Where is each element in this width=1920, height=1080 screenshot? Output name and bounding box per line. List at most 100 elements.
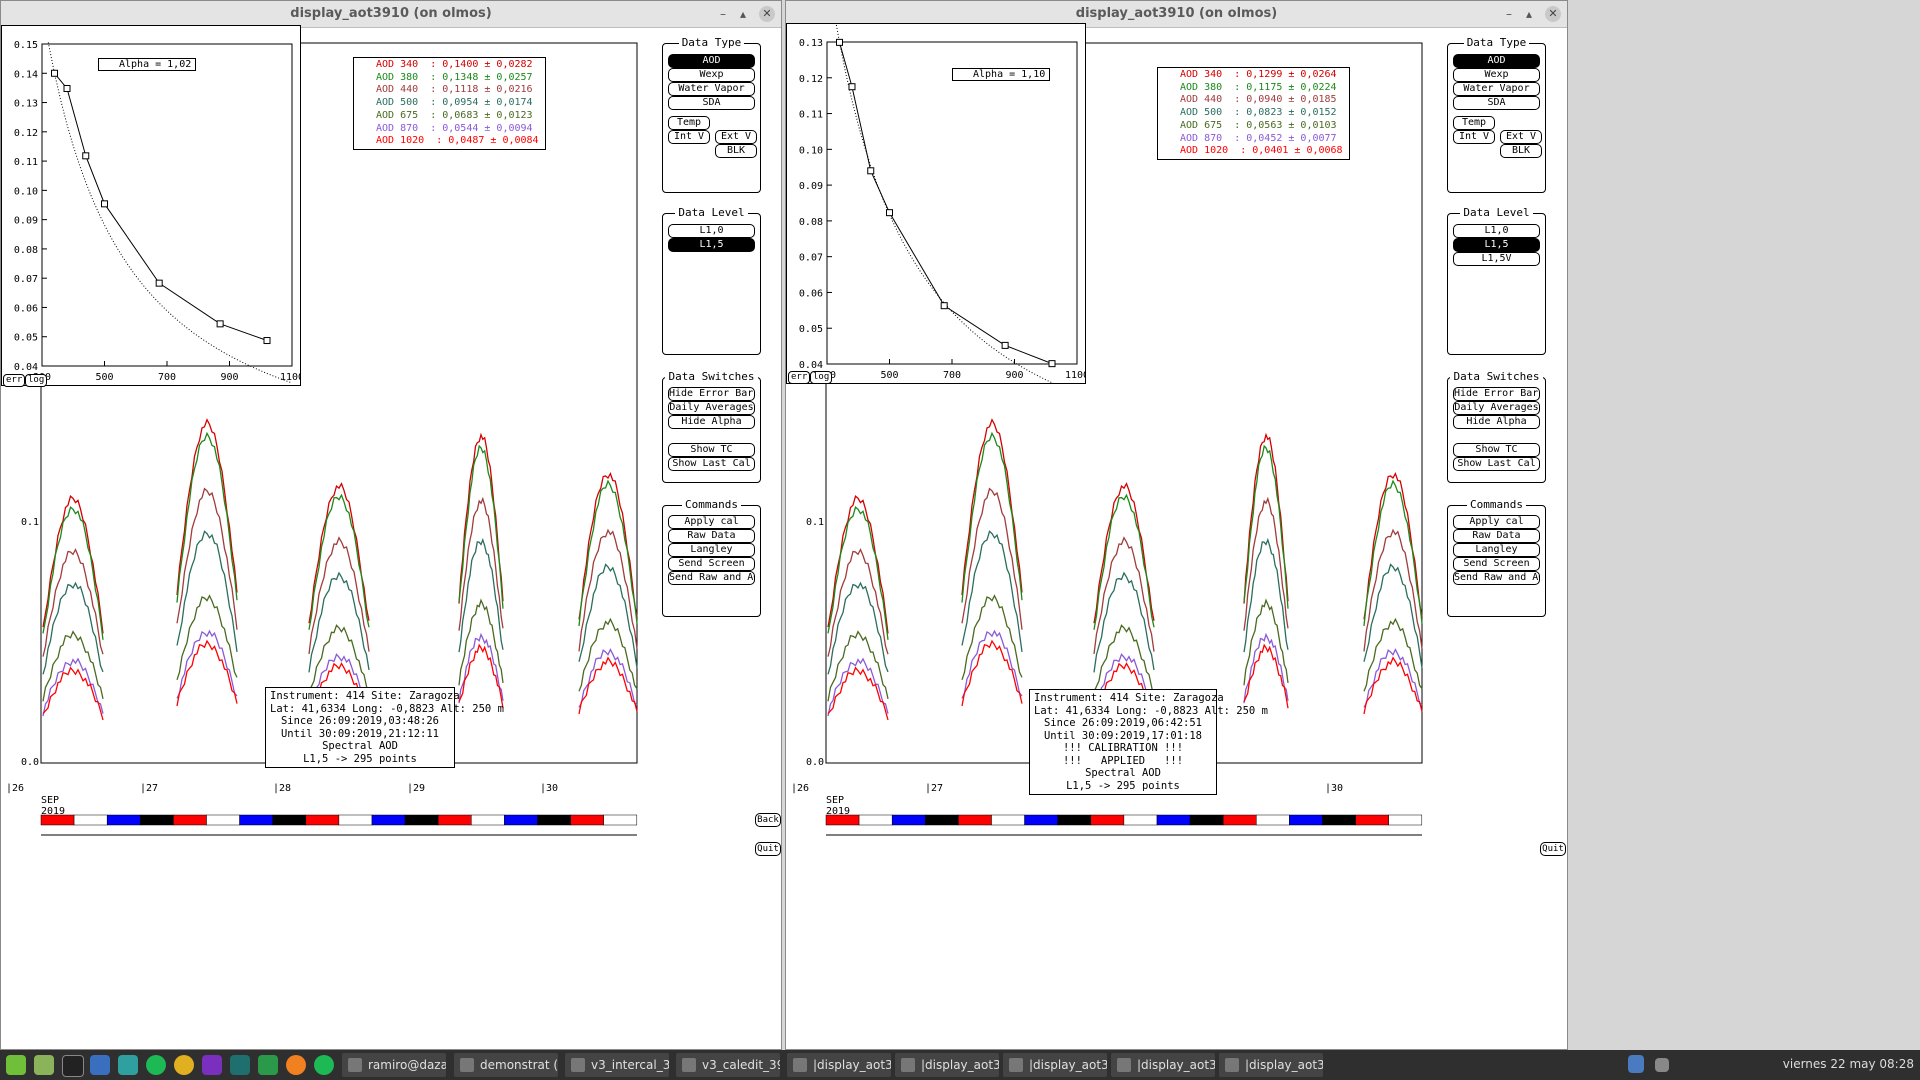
temp-button[interactable]: Temp (1453, 116, 1495, 130)
legend-value: : 0,0954 ± 0,0174 (418, 97, 533, 109)
tray-icon[interactable] (1655, 1058, 1669, 1072)
spotify-icon[interactable] (146, 1055, 166, 1075)
wexp-button[interactable]: Wexp (668, 68, 755, 82)
langley-button[interactable]: Langley (1453, 543, 1540, 557)
shield-icon[interactable] (1628, 1055, 1644, 1073)
taskbar-task[interactable]: |display_aot3... (895, 1053, 999, 1077)
show-tc-button[interactable]: Show TC (1453, 443, 1540, 457)
y-label-0.1: 0.1 (21, 517, 40, 528)
back-button[interactable]: Back (755, 813, 781, 827)
level-l15-button[interactable]: L1,5 (668, 238, 755, 252)
day-segment (858, 814, 893, 826)
water-vapor-button[interactable]: Water Vapor (668, 82, 755, 96)
err-toggle[interactable]: err (788, 371, 811, 384)
inset-ytick: 0.06 (14, 303, 38, 314)
close-icon[interactable]: ✕ (1545, 6, 1561, 22)
level-l10-button[interactable]: L1,0 (668, 224, 755, 238)
files-icon[interactable] (34, 1055, 54, 1075)
log-toggle[interactable]: log (810, 371, 833, 384)
level-l10-button[interactable]: L1,0 (1453, 224, 1540, 238)
day-label-27: |27 (925, 783, 944, 794)
send-raw-and-aod-button[interactable]: Send Raw and AOD (668, 571, 755, 585)
aod-trace (578, 617, 638, 692)
day-segment (106, 814, 141, 826)
aod-trace (1093, 624, 1155, 699)
inset-point (886, 209, 893, 217)
water-vapor-button[interactable]: Water Vapor (1453, 82, 1540, 96)
wexp-button[interactable]: Wexp (1453, 68, 1540, 82)
terminal-icon[interactable] (62, 1055, 84, 1077)
log-toggle[interactable]: log (25, 374, 48, 387)
chrome-icon[interactable] (174, 1055, 194, 1075)
spotify2-icon[interactable] (314, 1055, 334, 1075)
close-icon[interactable]: ✕ (759, 6, 775, 22)
apply-cal-button[interactable]: Apply cal (1453, 515, 1540, 529)
day-segment (1355, 814, 1389, 826)
maximize-icon[interactable]: ▴ (739, 7, 747, 21)
aod-trace (458, 632, 504, 704)
quit-button[interactable]: Quit (755, 842, 781, 856)
hide-error-bars-button[interactable]: Hide Error Bars (1453, 387, 1540, 401)
show-tc-button[interactable]: Show TC (668, 443, 755, 457)
legend-value: : 0,1299 ± 0,0264 (1222, 69, 1337, 80)
minimize-icon[interactable]: – (1506, 7, 1512, 21)
pycharm-icon[interactable] (258, 1055, 278, 1075)
day-segment (437, 814, 472, 826)
minimize-icon[interactable]: – (720, 7, 726, 21)
app-icon[interactable] (118, 1055, 138, 1075)
langley-button[interactable]: Langley (668, 543, 755, 557)
show-last-cal-button[interactable]: Show Last Cal (668, 457, 755, 471)
temp-button[interactable]: Temp (668, 116, 710, 130)
int-v-button[interactable]: Int V (1453, 130, 1495, 144)
sda-button[interactable]: SDA (1453, 96, 1540, 110)
taskbar-task[interactable]: |display_aot3... (1003, 1053, 1107, 1077)
editor-icon[interactable] (90, 1055, 110, 1075)
taskbar-task[interactable]: ramiro@daza:... (342, 1053, 446, 1077)
show-last-cal-button[interactable]: Show Last Cal (1453, 457, 1540, 471)
ide2-icon[interactable] (230, 1055, 250, 1075)
level-l15v-button[interactable]: L1,5V (1453, 252, 1540, 266)
ext-v-button[interactable]: Ext V (1500, 130, 1542, 144)
taskbar-task[interactable]: |display_aot3... (787, 1053, 891, 1077)
raw-data-button[interactable]: Raw Data (1453, 529, 1540, 543)
inset-ytick: 0.05 (799, 324, 823, 335)
info-line: Instrument: 414 Site: Zaragoza (270, 690, 460, 702)
vlc-icon[interactable] (286, 1055, 306, 1075)
apply-cal-button[interactable]: Apply cal (668, 515, 755, 529)
taskbar-task[interactable]: |display_aot3... (1219, 1053, 1323, 1077)
blk-button[interactable]: BLK (1500, 144, 1542, 158)
inset-ytick: 0.13 (14, 99, 38, 110)
info-line: !!! APPLIED !!! (1062, 754, 1184, 767)
aod-button[interactable]: AOD (668, 54, 755, 68)
ext-v-button[interactable]: Ext V (715, 130, 757, 144)
hide-error-bars-button[interactable]: Hide Error Bars (668, 387, 755, 401)
taskbar-task[interactable]: v3_caledit_39... (676, 1053, 780, 1077)
blk-button[interactable]: BLK (715, 144, 757, 158)
info-line: Instrument: 414 Site: Zaragoza (1034, 692, 1224, 704)
daily-averages-button[interactable]: Daily Averages (668, 401, 755, 415)
send-raw-and-aod-button[interactable]: Send Raw and AOD (1453, 571, 1540, 585)
hide-alpha-button[interactable]: Hide Alpha (1453, 415, 1540, 429)
sda-button[interactable]: SDA (668, 96, 755, 110)
taskbar-task[interactable]: v3_intercal_3... (565, 1053, 669, 1077)
send-screen-button[interactable]: Send Screen (668, 557, 755, 571)
aod-button[interactable]: AOD (1453, 54, 1540, 68)
maximize-icon[interactable]: ▴ (1525, 7, 1533, 21)
legend-row: AOD 675 : 0,0563 ± 0,0103 (1180, 120, 1343, 133)
err-toggle[interactable]: err (3, 374, 26, 387)
taskbar-task[interactable]: demonstrat (o... (454, 1053, 558, 1077)
quit-button[interactable]: Quit (1540, 842, 1566, 856)
ide-icon[interactable] (202, 1055, 222, 1075)
day-segment (891, 814, 926, 826)
menu-icon[interactable] (6, 1055, 26, 1075)
aod-series-group (827, 418, 1423, 721)
daily-averages-button[interactable]: Daily Averages (1453, 401, 1540, 415)
raw-data-button[interactable]: Raw Data (668, 529, 755, 543)
level-l15-button[interactable]: L1,5 (1453, 238, 1540, 252)
legend-value: : 0,1400 ± 0,0282 (418, 59, 533, 70)
aod-trace (308, 624, 370, 699)
send-screen-button[interactable]: Send Screen (1453, 557, 1540, 571)
hide-alpha-button[interactable]: Hide Alpha (668, 415, 755, 429)
int-v-button[interactable]: Int V (668, 130, 710, 144)
taskbar-task[interactable]: |display_aot3... (1111, 1053, 1215, 1077)
